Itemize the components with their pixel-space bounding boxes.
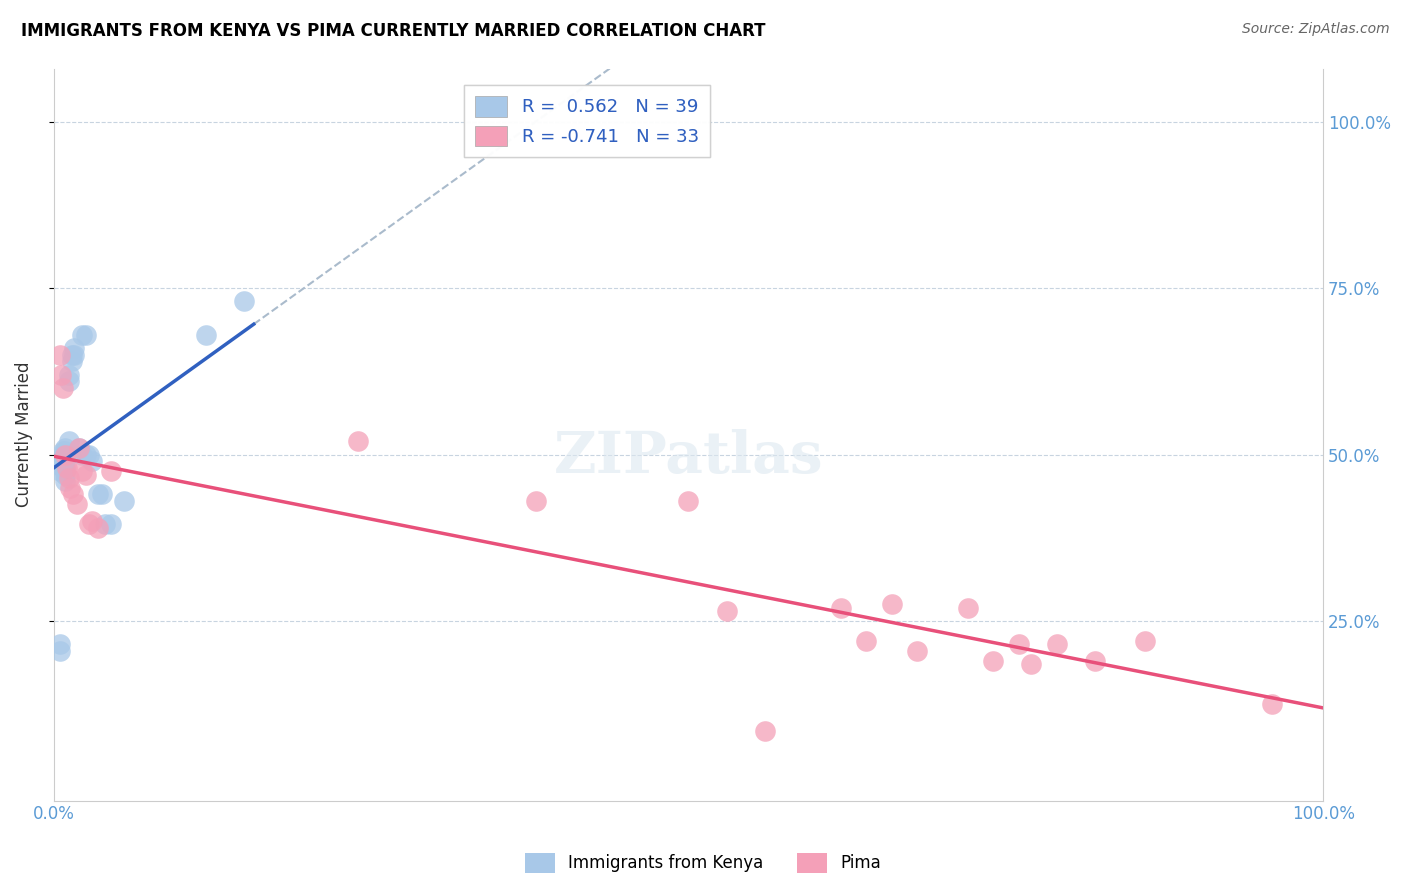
Point: [1045, 637, 1067, 651]
Point: [52, 444, 75, 458]
Point: [70, 448, 93, 462]
Point: [233, 294, 256, 309]
Point: [956, 600, 979, 615]
Point: [880, 597, 903, 611]
Point: [905, 644, 928, 658]
Point: [53, 474, 76, 488]
Point: [830, 600, 852, 615]
Point: [67, 441, 90, 455]
Point: [100, 517, 122, 532]
Point: [49, 464, 72, 478]
Legend: R =  0.562   N = 39, R = -0.741   N = 33: R = 0.562 N = 39, R = -0.741 N = 33: [464, 85, 710, 157]
Legend: Immigrants from Kenya, Pima: Immigrants from Kenya, Pima: [519, 847, 887, 880]
Point: [62, 487, 84, 501]
Point: [53, 444, 76, 458]
Point: [58, 368, 80, 382]
Point: [87, 487, 110, 501]
Point: [678, 494, 700, 508]
Point: [49, 458, 72, 472]
Text: ZIPatlas: ZIPatlas: [554, 428, 824, 484]
Point: [66, 498, 89, 512]
Point: [79, 448, 101, 462]
Point: [63, 348, 86, 362]
Point: [51, 368, 73, 382]
Point: [53, 467, 76, 482]
Point: [53, 441, 76, 455]
Point: [53, 450, 76, 465]
Point: [347, 434, 370, 449]
Point: [53, 448, 76, 462]
Point: [60, 348, 83, 362]
Point: [87, 521, 110, 535]
Point: [80, 454, 103, 468]
Point: [52, 454, 75, 468]
Point: [70, 327, 93, 342]
Point: [70, 464, 93, 478]
Point: [60, 354, 83, 368]
Point: [75, 327, 97, 342]
Point: [981, 654, 1004, 668]
Point: [52, 450, 75, 465]
Point: [1019, 657, 1042, 672]
Point: [67, 441, 90, 455]
Point: [52, 458, 75, 472]
Y-axis label: Currently Married: Currently Married: [15, 362, 32, 508]
Point: [100, 464, 122, 478]
Point: [75, 467, 97, 482]
Point: [53, 454, 76, 468]
Point: [53, 464, 76, 478]
Point: [754, 723, 776, 738]
Point: [53, 460, 76, 475]
Point: [53, 448, 76, 462]
Point: [58, 434, 80, 449]
Point: [93, 517, 115, 532]
Point: [91, 487, 114, 501]
Point: [59, 481, 82, 495]
Text: IMMIGRANTS FROM KENYA VS PIMA CURRENTLY MARRIED CORRELATION CHART: IMMIGRANTS FROM KENYA VS PIMA CURRENTLY …: [21, 22, 766, 40]
Point: [1084, 654, 1107, 668]
Point: [112, 494, 135, 508]
Point: [49, 644, 72, 658]
Text: Source: ZipAtlas.com: Source: ZipAtlas.com: [1241, 22, 1389, 37]
Point: [75, 448, 97, 462]
Point: [58, 471, 80, 485]
Point: [63, 341, 86, 355]
Point: [55, 460, 77, 475]
Point: [855, 633, 877, 648]
Point: [49, 637, 72, 651]
Point: [49, 348, 72, 362]
Point: [80, 514, 103, 528]
Point: [52, 460, 75, 475]
Point: [524, 494, 547, 508]
Point: [1261, 697, 1284, 711]
Point: [52, 381, 75, 395]
Point: [1135, 633, 1157, 648]
Point: [716, 604, 738, 618]
Point: [58, 374, 80, 388]
Point: [79, 517, 101, 532]
Point: [1007, 637, 1029, 651]
Point: [195, 327, 218, 342]
